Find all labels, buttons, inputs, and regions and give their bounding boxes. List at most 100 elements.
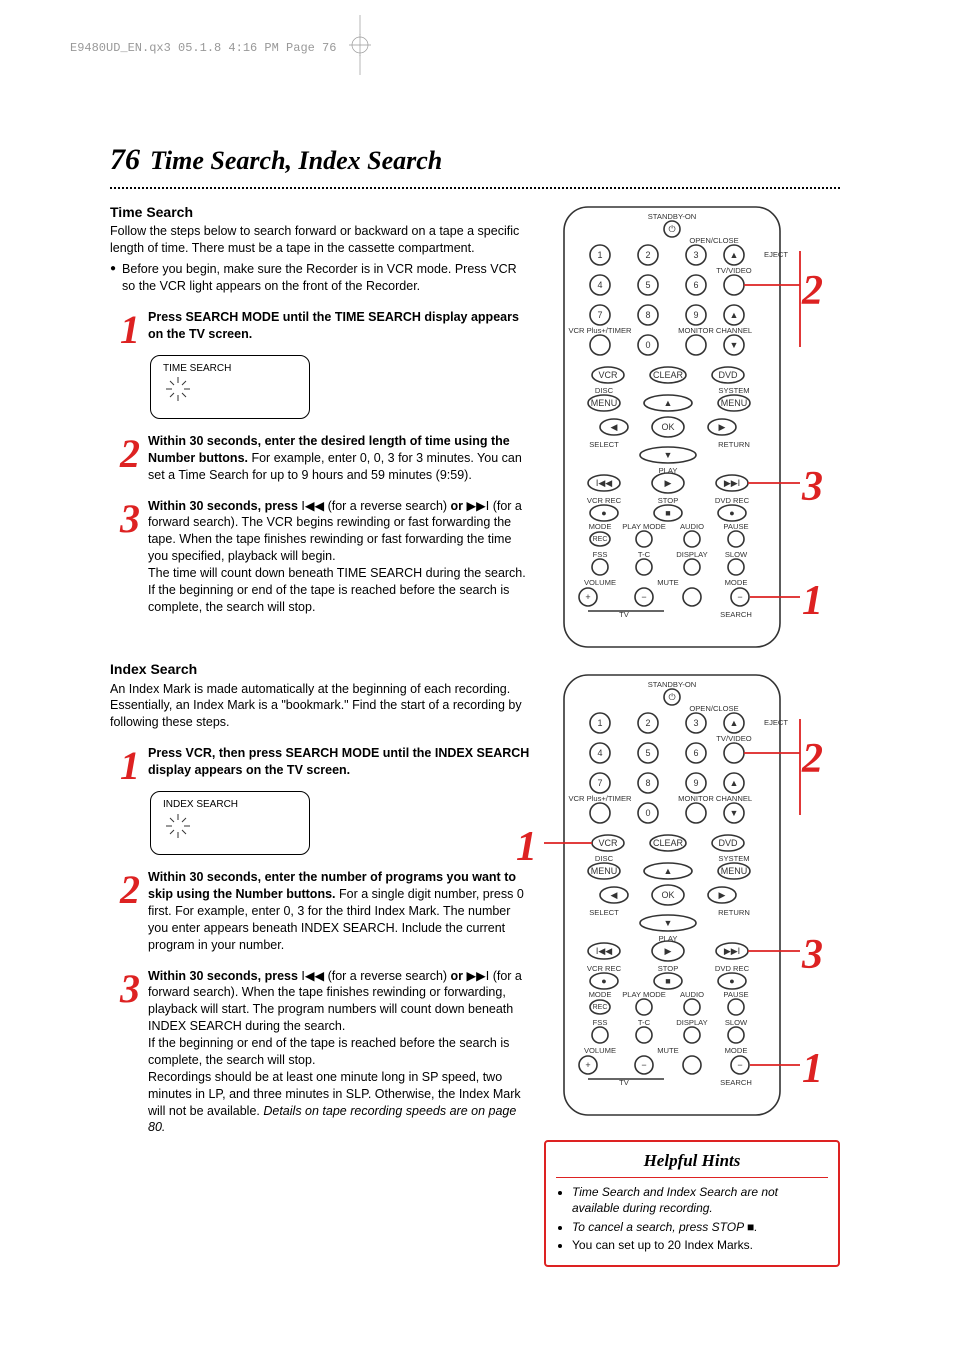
label-mode2: MODE xyxy=(725,578,748,587)
screen-label: TIME SEARCH xyxy=(163,362,297,376)
is-step-2: 2 Within 30 seconds, enter the number of… xyxy=(110,869,530,953)
step-number-1: 1 xyxy=(110,313,140,347)
is-step-1: 1 Press VCR, then press SEARCH MODE unti… xyxy=(110,745,530,783)
callout-1: 1 xyxy=(802,1041,823,1098)
heading-time-search: Time Search xyxy=(110,203,530,222)
callout-3: 3 xyxy=(802,927,823,984)
svg-text:9: 9 xyxy=(693,310,698,320)
label-return: RETURN xyxy=(718,440,750,449)
skip-back-icon: I◀◀ xyxy=(301,969,324,983)
label-tvvideo: TV/VIDEO xyxy=(716,266,752,275)
svg-text:▶: ▶ xyxy=(719,422,726,432)
label-slow: SLOW xyxy=(725,550,748,559)
note-text: Before you begin, make sure the Recorder… xyxy=(122,261,530,295)
is-step-3: 3 Within 30 seconds, press I◀◀ (for a re… xyxy=(110,968,530,1137)
btn-clear: CLEAR xyxy=(653,370,684,380)
label-stop: STOP xyxy=(658,496,679,505)
svg-text:▶: ▶ xyxy=(665,478,672,488)
ts-step-2: 2 Within 30 seconds, enter the desired l… xyxy=(110,433,530,484)
skip-fwd-icon: ▶▶I xyxy=(467,969,490,983)
label-eject: EJECT xyxy=(764,250,788,259)
btn-vcr: VCR xyxy=(598,370,618,380)
svg-text:⏻: ⏻ xyxy=(668,224,675,234)
callout-1-left: 1 xyxy=(516,819,537,876)
svg-text:−: − xyxy=(641,592,646,602)
intro-time-search: Follow the steps below to search forward… xyxy=(110,223,530,257)
label-playmode: PLAY MODE xyxy=(622,522,666,531)
svg-text:8: 8 xyxy=(645,310,650,320)
svg-text:5: 5 xyxy=(645,280,650,290)
callout-3: 3 xyxy=(802,459,823,516)
helpful-hints-box: Helpful Hints Time Search and Index Sear… xyxy=(544,1140,840,1267)
page-number: 76 xyxy=(110,140,140,181)
label-search: SEARCH xyxy=(720,610,752,619)
btn-dvd: DVD xyxy=(718,370,738,380)
svg-text:●: ● xyxy=(729,508,734,518)
callout-1: 1 xyxy=(802,573,823,630)
svg-text:▲: ▲ xyxy=(730,310,739,320)
label-vcrplus: VCR Plus+/TIMER xyxy=(568,326,632,335)
ts-step3-a: Within 30 seconds, press xyxy=(148,499,301,513)
skip-fwd-icon: ▶▶I xyxy=(467,499,490,513)
is-step3-e: If the beginning or end of the tape is r… xyxy=(148,1036,509,1067)
svg-text:MENU: MENU xyxy=(591,398,618,408)
svg-text:DISC: DISC xyxy=(595,386,614,395)
ts-step3-c: or xyxy=(451,499,467,513)
ts-step3-e: The time will count down beneath TIME SE… xyxy=(148,566,526,614)
remote-illustration-1: STANDBY-ON ⏻ OPEN/CLOSE 1 2 3 ▲ EJECT TV… xyxy=(544,203,840,658)
print-header: E9480UD_EN.qx3 05.1.8 4:16 PM Page 76 xyxy=(70,40,336,56)
hint-2: To cancel a search, press STOP ■. xyxy=(572,1219,828,1235)
svg-text:1: 1 xyxy=(597,250,602,260)
hint-1: Time Search and Index Search are not ava… xyxy=(572,1184,828,1216)
svg-text:▲: ▲ xyxy=(730,250,739,260)
svg-text:3: 3 xyxy=(693,250,698,260)
svg-text:2: 2 xyxy=(645,250,650,260)
btn-rec: REC xyxy=(593,536,608,543)
svg-text:+: + xyxy=(585,592,590,602)
callout-2: 2 xyxy=(802,731,823,788)
svg-text:▲: ▲ xyxy=(664,398,673,408)
screen-index-search: INDEX SEARCH xyxy=(150,791,310,855)
step-number-3: 3 xyxy=(110,502,140,616)
svg-text:0: 0 xyxy=(645,340,650,350)
svg-text:◀: ◀ xyxy=(611,422,618,432)
svg-text:MENU: MENU xyxy=(721,398,748,408)
label-pause: PAUSE xyxy=(723,522,748,531)
svg-text:▼: ▼ xyxy=(730,340,739,350)
svg-text:−: − xyxy=(737,592,742,602)
heading-index-search: Index Search xyxy=(110,660,530,679)
svg-text:●: ● xyxy=(601,508,606,518)
remote-illustration-2: 2 1 3 1 xyxy=(544,671,840,1126)
right-column: STANDBY-ON ⏻ OPEN/CLOSE 1 2 3 ▲ EJECT TV… xyxy=(544,203,840,1267)
callout-2: 2 xyxy=(802,263,823,320)
section-index-search: Index Search An Index Mark is made autom… xyxy=(110,660,530,1137)
label-monitor: MONITOR xyxy=(678,326,714,335)
svg-text:■: ■ xyxy=(665,508,670,518)
label-fss: FSS xyxy=(593,550,608,559)
bullet-icon: ● xyxy=(110,261,116,295)
svg-text:7: 7 xyxy=(597,310,602,320)
ts-step1-text: Press SEARCH MODE until the TIME SEARCH … xyxy=(148,310,519,341)
section-time-search: Time Search Follow the steps below to se… xyxy=(110,203,530,616)
intro-index-search: An Index Mark is made automatically at t… xyxy=(110,681,530,732)
svg-text:4: 4 xyxy=(597,280,602,290)
label-display: DISPLAY xyxy=(676,550,708,559)
svg-text:▶▶I: ▶▶I xyxy=(724,478,740,488)
label-tv: TV xyxy=(619,610,630,619)
ts-step3-b: (for a reverse search) xyxy=(324,499,450,513)
is-step3-a: Within 30 seconds, press xyxy=(148,969,301,983)
step-number-3: 3 xyxy=(110,972,140,1137)
note-time-search: ● Before you begin, make sure the Record… xyxy=(110,261,530,295)
hint-3: You can set up to 20 Index Marks. xyxy=(572,1237,828,1253)
label-dvdrec: DVD REC xyxy=(715,496,750,505)
page-title: Time Search, Index Search xyxy=(150,143,442,178)
label-channel: CHANNEL xyxy=(716,326,752,335)
step-number-1: 1 xyxy=(110,749,140,783)
skip-back-icon: I◀◀ xyxy=(301,499,324,513)
hints-title: Helpful Hints xyxy=(556,1150,828,1178)
dotted-rule xyxy=(110,187,840,189)
label-select: SELECT xyxy=(589,440,619,449)
label-tc: T-C xyxy=(638,550,651,559)
btn-ok: OK xyxy=(661,422,674,432)
step-number-2: 2 xyxy=(110,873,140,953)
